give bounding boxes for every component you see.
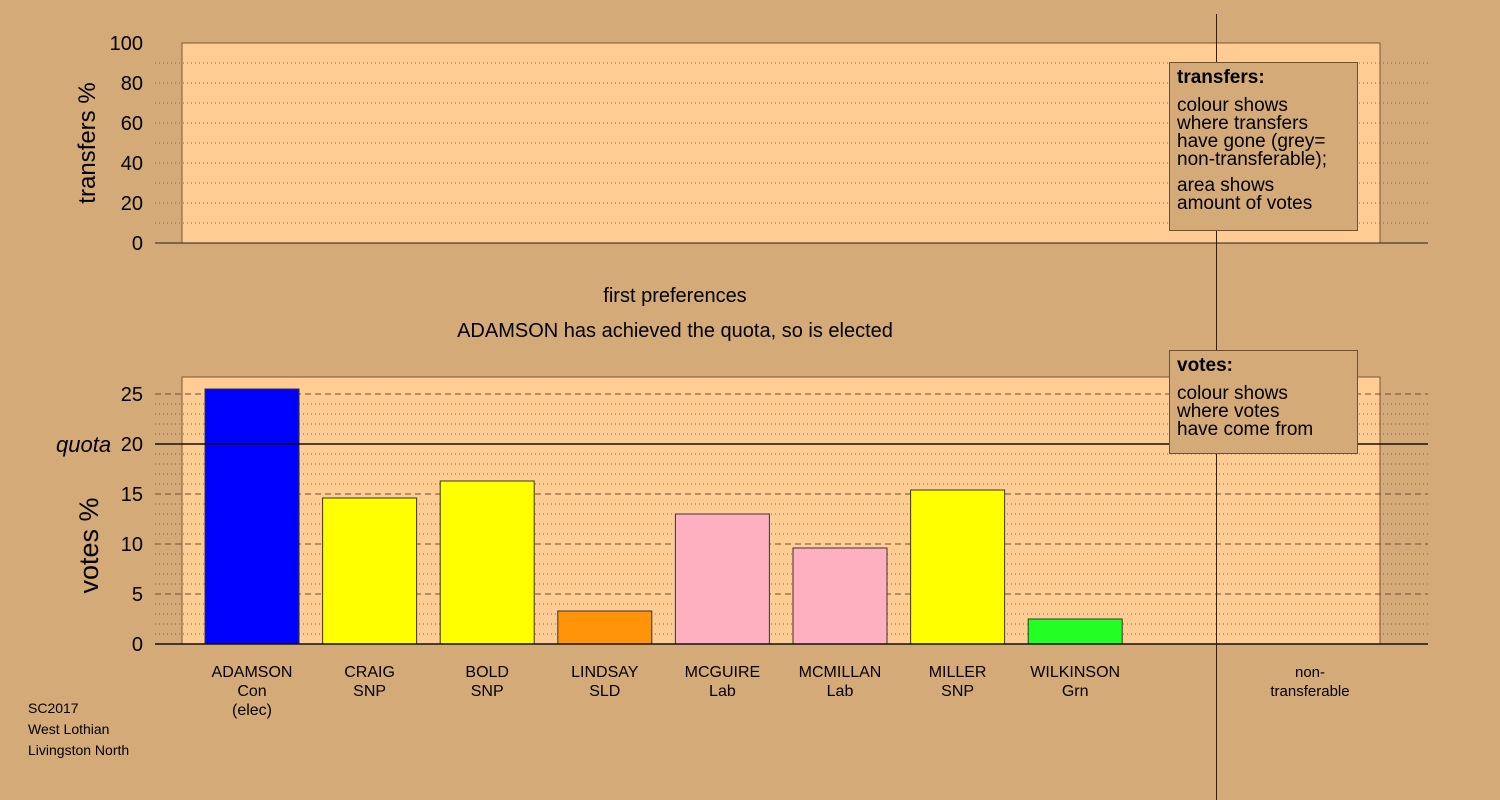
votes-y-tick-label: 15 — [121, 484, 143, 506]
transfers-y-tick-label: 80 — [121, 73, 143, 95]
candidate-name-label: ADAMSON — [212, 664, 293, 681]
candidate-party-label: Lab — [827, 683, 854, 700]
candidate-name-label: MCMILLAN — [799, 664, 882, 681]
transfers-legend-line: non-transferable); — [1177, 149, 1327, 170]
votes-legend: votes: colour shows where votes have com… — [1169, 350, 1358, 454]
quota-label: quota — [56, 432, 111, 457]
candidate-party-label: SNP — [941, 683, 974, 700]
transfers-y-tick-label: 0 — [132, 233, 143, 255]
votes-y-tick-label: 5 — [132, 584, 143, 606]
candidate-party-label: Con — [237, 683, 266, 700]
votes-legend-line: where votes — [1177, 401, 1280, 422]
transfers-y-tick-label: 100 — [110, 33, 143, 55]
votes-legend-line: have come from — [1177, 419, 1314, 440]
election-label: SC2017 — [28, 700, 79, 716]
candidate-party-label: SLD — [589, 683, 620, 700]
candidate-name-label: BOLD — [465, 664, 509, 681]
vote-bar-adamson — [204, 388, 300, 645]
candidate-name-label: WILKINSON — [1030, 664, 1120, 681]
votes-y-tick-label: 10 — [121, 534, 143, 556]
candidate-name-label: CRAIG — [344, 664, 395, 681]
candidate-name-label: LINDSAY — [571, 664, 639, 681]
transfers-legend-line: amount of votes — [1177, 193, 1313, 214]
bars-layer — [204, 388, 1123, 645]
votes-y-tick-label: 25 — [121, 384, 143, 406]
transfers-legend-line: area shows — [1177, 175, 1275, 196]
vote-bar-mcguire — [674, 513, 770, 645]
vote-bar-lindsay — [557, 610, 653, 645]
votes-y-axis-label: votes % — [74, 497, 104, 593]
chart-subtitle: ADAMSON has achieved the quota, so is el… — [457, 320, 893, 342]
candidate-name-label: MCGUIRE — [685, 664, 761, 681]
votes-legend-title: votes: — [1177, 355, 1233, 376]
footer-info: SC2017 West Lothian Livingston North — [28, 698, 129, 761]
votes-y-tick-label: 0 — [132, 634, 143, 656]
chart-title: first preferences — [603, 285, 746, 307]
transfers-legend-line: colour shows — [1177, 95, 1288, 116]
candidate-party-label: Grn — [1062, 683, 1089, 700]
candidate-party-label: SNP — [353, 683, 386, 700]
ward-label: Livingston North — [28, 742, 130, 758]
transfers-y-axis-label: transfers % — [74, 82, 101, 203]
council-label: West Lothian — [28, 721, 110, 737]
transfers-legend-line: have gone (grey= — [1177, 131, 1326, 152]
transfers-y-tick-label: 60 — [121, 113, 143, 135]
votes-legend-line: colour shows — [1177, 383, 1288, 404]
votes-y-tick-label: 20 — [121, 434, 143, 456]
vote-bar-miller — [910, 489, 1006, 645]
candidate-status-label: (elec) — [232, 702, 272, 719]
candidate-party-label: SNP — [471, 683, 504, 700]
nontransferable-label: transferable — [1270, 683, 1349, 700]
transfers-legend: transfers: colour shows where transfers … — [1169, 62, 1358, 231]
transfers-y-tick-label: 20 — [121, 193, 143, 215]
candidate-party-label: Lab — [709, 683, 736, 700]
candidate-name-label: MILLER — [929, 664, 987, 681]
vote-bar-wilkinson — [1027, 618, 1123, 645]
transfers-legend-title: transfers: — [1177, 67, 1265, 88]
transfers-legend-line: where transfers — [1177, 113, 1308, 134]
vote-bar-mcmillan — [792, 547, 888, 645]
vote-bar-craig — [322, 497, 418, 645]
transfers-y-tick-label: 40 — [121, 153, 143, 175]
nontransferable-label: non- — [1295, 664, 1325, 681]
vote-bar-bold — [439, 480, 535, 645]
